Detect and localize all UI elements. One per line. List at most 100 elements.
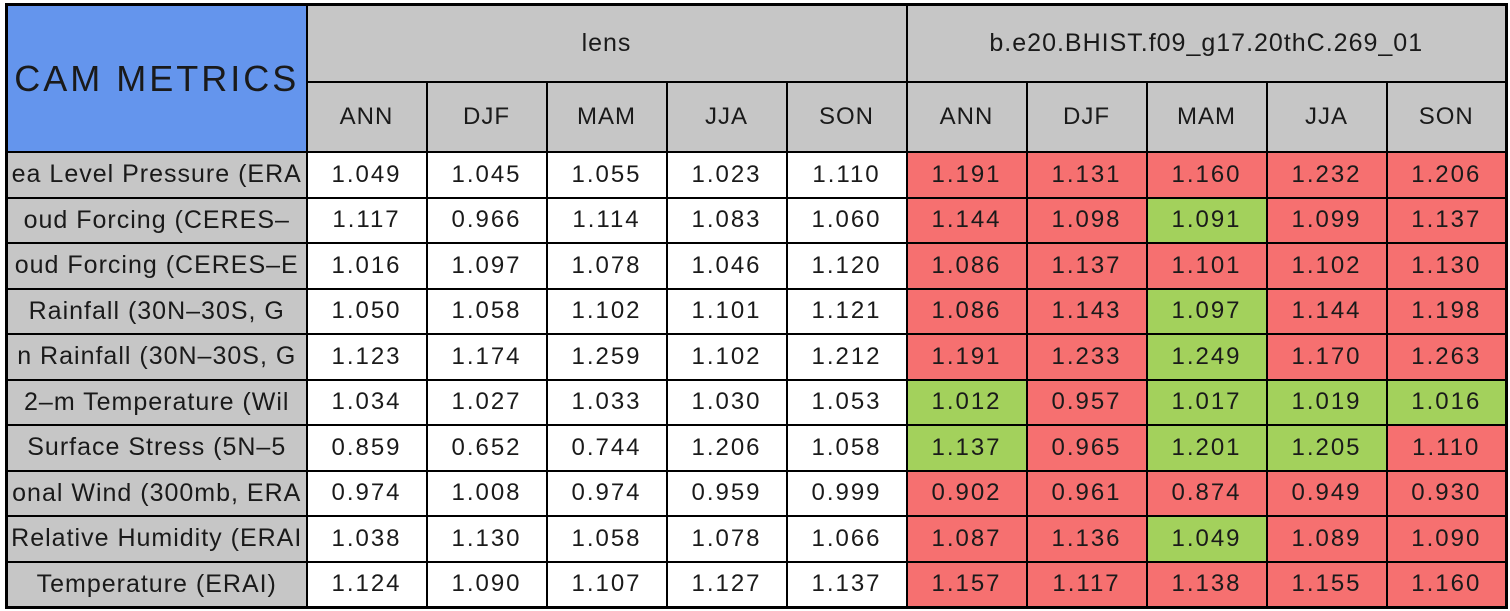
metric-row-label: 2–m Temperature (Wil [5,378,308,426]
model-value-cell-better: 1.249 [1145,333,1268,381]
model-value-cell-better: 1.137 [905,424,1028,472]
model-value-cell-worse: 1.117 [1025,560,1148,608]
model-value-cell-worse: 1.233 [1025,333,1148,381]
lens-value-cell: 1.078 [545,242,668,290]
model-value-cell-worse: 1.170 [1265,333,1388,381]
model-value-cell-worse: 1.137 [1025,242,1148,290]
season-header-lens-son: SON [785,81,908,153]
model-value-cell-worse: 1.136 [1025,515,1148,563]
metric-row: Surface Stress (5N–5 0.859 0.652 0.744 1.206… [5,424,1508,472]
lens-value-cell: 1.127 [665,560,788,608]
lens-value-cell: 0.974 [545,469,668,517]
metric-row: ea Level Pressure (ERA 1.049 1.045 1.055 1.0… [5,151,1508,199]
model-value-cell-better: 1.017 [1145,378,1268,426]
model-value-cell-worse: 0.930 [1385,469,1508,517]
model-value-cell-worse: 1.144 [905,196,1028,244]
lens-value-cell: 1.114 [545,196,668,244]
lens-value-cell: 0.974 [305,469,428,517]
model-value-cell-worse: 1.232 [1265,151,1388,199]
lens-value-cell: 1.058 [425,287,548,335]
lens-value-cell: 1.090 [425,560,548,608]
model-value-cell-worse: 0.961 [1025,469,1148,517]
metric-row: 2–m Temperature (Wil 1.034 1.027 1.033 1.030… [5,378,1508,426]
lens-value-cell: 1.121 [785,287,908,335]
metric-row-label: ea Level Pressure (ERA [5,151,308,199]
lens-value-cell: 1.050 [305,287,428,335]
lens-value-cell: 1.045 [425,151,548,199]
season-header-lens-jja: JJA [665,81,788,153]
lens-value-cell: 1.102 [665,333,788,381]
model-value-cell-worse: 1.131 [1025,151,1148,199]
metric-row-label: n Rainfall (30N–30S, G [5,333,308,381]
lens-value-cell: 1.034 [305,378,428,426]
season-header-model-jja: JJA [1265,81,1388,153]
season-header-model-ann: ANN [905,81,1028,153]
lens-value-cell: 1.137 [785,560,908,608]
lens-value-cell: 1.038 [305,515,428,563]
model-value-cell-worse: 1.198 [1385,287,1508,335]
lens-value-cell: 1.055 [545,151,668,199]
season-header-lens-ann: ANN [305,81,428,153]
model-value-cell-better: 1.012 [905,378,1028,426]
model-value-cell-better: 1.205 [1265,424,1388,472]
group-header-model-case: b.e20.BHIST.f09_g17.20thC.269_01 [905,3,1508,83]
lens-value-cell: 1.130 [425,515,548,563]
cam-metrics-figure: CAM METRICS lens b.e20.BHIST.f09_g17.20t… [5,3,1509,609]
lens-value-cell: 1.066 [785,515,908,563]
lens-value-cell: 0.859 [305,424,428,472]
lens-value-cell: 1.023 [665,151,788,199]
lens-value-cell: 1.058 [785,424,908,472]
metric-row-label: Relative Humidity (ERAI [5,515,308,563]
lens-value-cell: 0.959 [665,469,788,517]
lens-value-cell: 1.053 [785,378,908,426]
lens-value-cell: 1.078 [665,515,788,563]
season-header-model-son: SON [1385,81,1508,153]
season-header-row: ANN DJF MAM JJA SON ANN DJF MAM JJA SON [7,81,1508,153]
metric-row-label: Temperature (ERAI) [5,560,308,608]
lens-value-cell: 1.259 [545,333,668,381]
model-value-cell-worse: 0.965 [1025,424,1148,472]
model-value-cell-worse: 1.155 [1265,560,1388,608]
table-title-cell: CAM METRICS [5,3,308,153]
metric-row-label: oud Forcing (CERES– [5,196,308,244]
model-value-cell-worse: 1.191 [905,333,1028,381]
model-value-cell-worse: 1.086 [905,242,1028,290]
model-value-cell-better: 1.016 [1385,378,1508,426]
lens-value-cell: 1.124 [305,560,428,608]
lens-value-cell: 1.058 [545,515,668,563]
model-value-cell-worse: 1.263 [1385,333,1508,381]
model-value-cell-better: 1.049 [1145,515,1268,563]
lens-value-cell: 0.652 [425,424,548,472]
lens-value-cell: 1.060 [785,196,908,244]
model-value-cell-worse: 1.090 [1385,515,1508,563]
model-value-cell-worse: 1.110 [1385,424,1508,472]
model-value-cell-worse: 0.949 [1265,469,1388,517]
lens-value-cell: 1.110 [785,151,908,199]
model-value-cell-worse: 0.874 [1145,469,1268,517]
lens-value-cell: 1.107 [545,560,668,608]
season-header-lens-mam: MAM [545,81,668,153]
model-value-cell-worse: 1.138 [1145,560,1268,608]
season-header-lens-djf: DJF [425,81,548,153]
model-value-cell-worse: 0.902 [905,469,1028,517]
model-value-cell-worse: 0.957 [1025,378,1148,426]
lens-value-cell: 1.117 [305,196,428,244]
metrics-table: CAM METRICS lens b.e20.BHIST.f09_g17.20t… [5,3,1509,609]
metric-row-label: Rainfall (30N–30S, G [5,287,308,335]
lens-value-cell: 1.206 [665,424,788,472]
group-header-lens: lens [305,3,908,83]
model-value-cell-worse: 1.102 [1265,242,1388,290]
metric-row: n Rainfall (30N–30S, G 1.123 1.174 1.259 1.1… [5,333,1508,381]
model-value-cell-worse: 1.206 [1385,151,1508,199]
lens-value-cell: 1.049 [305,151,428,199]
lens-value-cell: 1.083 [665,196,788,244]
model-value-cell-better: 1.091 [1145,196,1268,244]
metric-row: oud Forcing (CERES– 1.117 0.966 1.114 1.083 1… [5,196,1508,244]
lens-value-cell: 1.016 [305,242,428,290]
lens-value-cell: 1.174 [425,333,548,381]
lens-value-cell: 1.097 [425,242,548,290]
lens-value-cell: 1.123 [305,333,428,381]
lens-value-cell: 1.030 [665,378,788,426]
lens-value-cell: 1.033 [545,378,668,426]
model-value-cell-better: 1.201 [1145,424,1268,472]
